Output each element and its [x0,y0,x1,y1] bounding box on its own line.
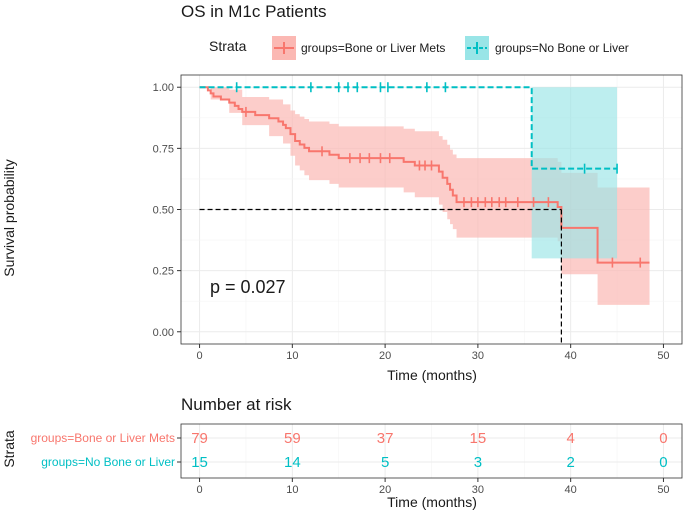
legend-title: Strata [209,38,247,54]
risk-count-bone: 37 [377,430,394,447]
risk-table-border [180,423,683,479]
x-tick-label: 30 [472,350,484,362]
x-tick-label: 0 [196,350,202,362]
risk-count-nobone: 2 [566,454,574,471]
risk-row-label-bone: groups=Bone or Liver Mets [31,431,175,445]
x-tick-label: 50 [657,350,669,362]
x-axis-ticks: 0 10 20 30 40 50 [196,344,670,362]
risk-table-cells: 79 59 37 15 4 0 15 14 5 3 2 0 [191,430,667,471]
risk-table-y-label: Strata [1,430,17,468]
p-value: p = 0.027 [210,277,286,297]
risk-count-nobone: 3 [474,454,482,471]
survival-plot: 0 10 20 30 40 50 0.00 0.25 0.50 0.75 1.00 p = 0.0… [1,74,683,383]
y-tick-label: 0.75 [153,143,174,155]
risk-x-tick-label: 40 [565,484,577,496]
legend-label-nobone: groups=No Bone or Liver [495,41,629,55]
risk-table: Number at risk 79 59 37 15 4 015 14 5 3 2 0 groups… [1,395,683,510]
risk-table-x-ticks: 0 10 20 30 40 50 [196,478,670,496]
risk-count-bone: 15 [470,430,487,447]
confidence-band-bone [199,87,650,305]
risk-count-bone: 0 [659,430,667,447]
x-tick-label: 40 [565,350,577,362]
risk-table-title: Number at risk [181,395,292,414]
risk-table-row-labels: groups=Bone or Liver Mets groups=No Bone … [31,431,181,469]
x-axis-label: Time (months) [387,367,477,383]
survival-curves [199,86,650,264]
risk-count-bone: 4 [566,430,574,447]
survival-curve-bone [199,86,650,264]
survival-curve-nobone [199,86,618,170]
risk-count-nobone: 5 [381,454,389,471]
risk-x-tick-label: 50 [657,484,669,496]
y-tick-label: 0.00 [153,327,174,339]
risk-table-grid [181,424,682,478]
risk-x-tick-label: 20 [379,484,391,496]
y-tick-label: 1.00 [153,82,174,94]
legend: Strata groups=Bone or Liver Mets groups=… [209,36,629,60]
chart-title: OS in M1c Patients [181,2,327,21]
censor-marks [235,82,642,268]
y-axis-ticks: 0.00 0.25 0.50 0.75 1.00 [153,82,181,339]
confidence-band-nobone [199,87,618,259]
confidence-bands [199,87,650,305]
y-tick-label: 0.50 [153,205,174,217]
y-tick-label: 0.25 [153,266,174,278]
risk-row-label-nobone: groups=No Bone or Liver [41,455,175,469]
risk-count-nobone: 0 [659,454,667,471]
risk-x-tick-label: 0 [196,484,202,496]
risk-x-tick-label: 10 [286,484,298,496]
x-tick-label: 20 [379,350,391,362]
legend-label-bone: groups=Bone or Liver Mets [301,41,445,55]
y-axis-label: Survival probability [1,159,17,277]
risk-table-x-label: Time (months) [387,494,477,510]
median-lines [199,208,562,344]
risk-count-bone: 79 [191,430,208,447]
risk-x-tick-label: 30 [472,484,484,496]
x-tick-label: 10 [286,350,298,362]
risk-count-nobone: 14 [284,454,301,471]
risk-count-bone: 59 [284,430,301,447]
risk-count-nobone: 15 [191,454,208,471]
